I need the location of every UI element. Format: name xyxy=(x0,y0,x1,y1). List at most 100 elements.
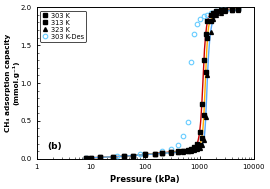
303 K xyxy=(182,150,185,152)
303 K-Des xyxy=(84,157,87,159)
303 K xyxy=(176,150,180,153)
313 K xyxy=(160,152,163,154)
303 K xyxy=(193,146,196,149)
323 K xyxy=(214,14,218,16)
303 K xyxy=(236,8,239,10)
303 K-Des xyxy=(160,150,163,152)
303 K-Des xyxy=(190,61,193,63)
303 K xyxy=(198,131,201,133)
Line: 313 K: 313 K xyxy=(84,7,239,160)
313 K xyxy=(144,153,147,156)
X-axis label: Pressure (kPa): Pressure (kPa) xyxy=(110,175,180,184)
323 K xyxy=(99,156,102,159)
303 K-Des xyxy=(138,153,141,155)
323 K xyxy=(212,18,215,21)
313 K xyxy=(99,156,102,159)
323 K xyxy=(195,148,199,150)
323 K xyxy=(190,149,193,152)
Text: (b): (b) xyxy=(48,142,62,151)
303 K-Des xyxy=(193,33,196,35)
Line: 303 K: 303 K xyxy=(84,7,239,160)
Y-axis label: CH₄ adsorption capacity
(mmol.g⁻¹): CH₄ adsorption capacity (mmol.g⁻¹) xyxy=(5,34,19,132)
303 K-Des xyxy=(198,18,201,21)
Line: 323 K: 323 K xyxy=(84,8,239,160)
323 K xyxy=(202,139,205,141)
313 K xyxy=(202,114,205,116)
303 K xyxy=(170,151,173,153)
313 K xyxy=(182,150,185,152)
303 K-Des xyxy=(115,155,119,158)
313 K xyxy=(170,151,173,153)
303 K-Des xyxy=(220,9,223,12)
303 K xyxy=(195,143,199,145)
323 K xyxy=(89,157,93,159)
303 K xyxy=(99,156,102,159)
303 K xyxy=(204,33,207,35)
313 K xyxy=(212,14,215,16)
303 K xyxy=(84,157,87,159)
323 K xyxy=(231,9,234,12)
323 K xyxy=(198,147,201,149)
303 K-Des xyxy=(224,9,227,11)
313 K xyxy=(131,154,135,157)
303 K-Des xyxy=(236,8,239,10)
303 K-Des xyxy=(182,135,185,137)
303 K xyxy=(231,8,234,10)
303 K-Des xyxy=(195,23,199,25)
323 K xyxy=(193,149,196,151)
323 K xyxy=(200,144,203,147)
303 K-Des xyxy=(206,14,209,16)
313 K xyxy=(206,36,209,39)
323 K xyxy=(84,157,87,159)
313 K xyxy=(214,12,218,14)
Line: 303 K-Des: 303 K-Des xyxy=(83,7,240,160)
303 K-Des xyxy=(170,148,173,150)
303 K xyxy=(144,153,147,156)
313 K xyxy=(231,9,234,11)
313 K xyxy=(122,155,125,157)
313 K xyxy=(84,157,87,159)
303 K xyxy=(202,59,205,61)
313 K xyxy=(89,157,93,159)
303 K xyxy=(131,154,135,157)
313 K xyxy=(236,8,239,10)
323 K xyxy=(176,151,180,153)
303 K xyxy=(122,155,125,157)
303 K xyxy=(220,9,223,12)
303 K-Des xyxy=(186,121,189,124)
323 K xyxy=(220,12,223,14)
313 K xyxy=(209,20,212,22)
303 K-Des xyxy=(202,15,205,18)
323 K xyxy=(182,150,185,153)
303 K xyxy=(153,153,156,155)
323 K xyxy=(206,74,209,77)
313 K xyxy=(198,144,201,146)
303 K xyxy=(111,156,114,158)
303 K-Des xyxy=(231,8,234,10)
Legend: 303 K, 313 K, 323 K, 303 K-Des: 303 K, 313 K, 323 K, 303 K-Des xyxy=(40,11,86,42)
303 K xyxy=(160,152,163,154)
303 K xyxy=(212,12,215,14)
323 K xyxy=(111,156,114,158)
303 K xyxy=(206,20,209,22)
313 K xyxy=(195,146,199,149)
313 K xyxy=(186,149,189,152)
303 K-Des xyxy=(214,10,218,12)
303 K xyxy=(190,148,193,150)
313 K xyxy=(220,10,223,12)
303 K-Des xyxy=(176,144,180,146)
323 K xyxy=(204,116,207,118)
303 K xyxy=(224,9,227,11)
323 K xyxy=(186,150,189,152)
323 K xyxy=(131,154,135,157)
303 K-Des xyxy=(212,12,215,14)
313 K xyxy=(193,148,196,150)
313 K xyxy=(153,153,156,155)
323 K xyxy=(153,153,156,155)
323 K xyxy=(170,152,173,154)
313 K xyxy=(190,149,193,151)
303 K xyxy=(214,10,218,12)
323 K xyxy=(160,152,163,154)
323 K xyxy=(122,155,125,157)
313 K xyxy=(200,136,203,139)
